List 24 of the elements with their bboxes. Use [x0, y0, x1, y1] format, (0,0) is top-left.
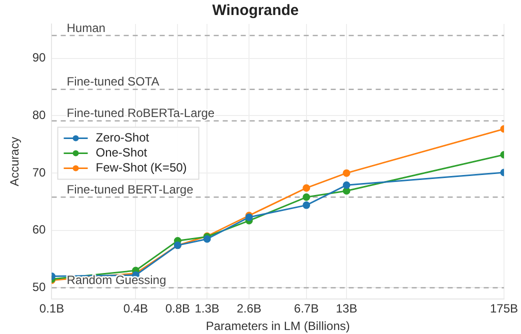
x-tick-label: 0.1B [39, 302, 64, 316]
ref-line-label: Random Guessing [66, 273, 166, 288]
ref-line-label: Human [66, 20, 106, 35]
ref-line-label: Fine-tuned RoBERTa-Large [66, 106, 215, 120]
x-tick-label: 0.4B [123, 302, 148, 316]
ref-line-label: Fine-tuned SOTA [66, 74, 160, 89]
x-tick-label: 13B [336, 302, 358, 316]
ref-line-label: Fine-tuned BERT-Large [66, 182, 194, 196]
y-tick-label: 70 [32, 165, 46, 180]
y-tick-label: 80 [32, 108, 46, 122]
x-tick-label: 0.8B [165, 302, 190, 316]
x-tick-label: 175B [490, 302, 518, 316]
chart-title: Winogrande [212, 2, 299, 20]
y-tick-label: 90 [32, 50, 46, 65]
legend-label: Few-Shot (K=50) [96, 160, 187, 175]
x-tick-label: 1.3B [194, 302, 220, 316]
y-tick-label: 50 [32, 280, 46, 294]
x-tick-label: 6.7B [294, 302, 319, 316]
legend-label: Zero-Shot [96, 130, 150, 145]
x-axis-title: Parameters in LM (Billions) [206, 319, 350, 334]
y-axis-title: Accuracy [8, 136, 22, 186]
y-tick-label: 60 [32, 222, 46, 237]
legend-label: One-Shot [96, 146, 148, 160]
x-tick-label: 2.6B [236, 302, 262, 316]
